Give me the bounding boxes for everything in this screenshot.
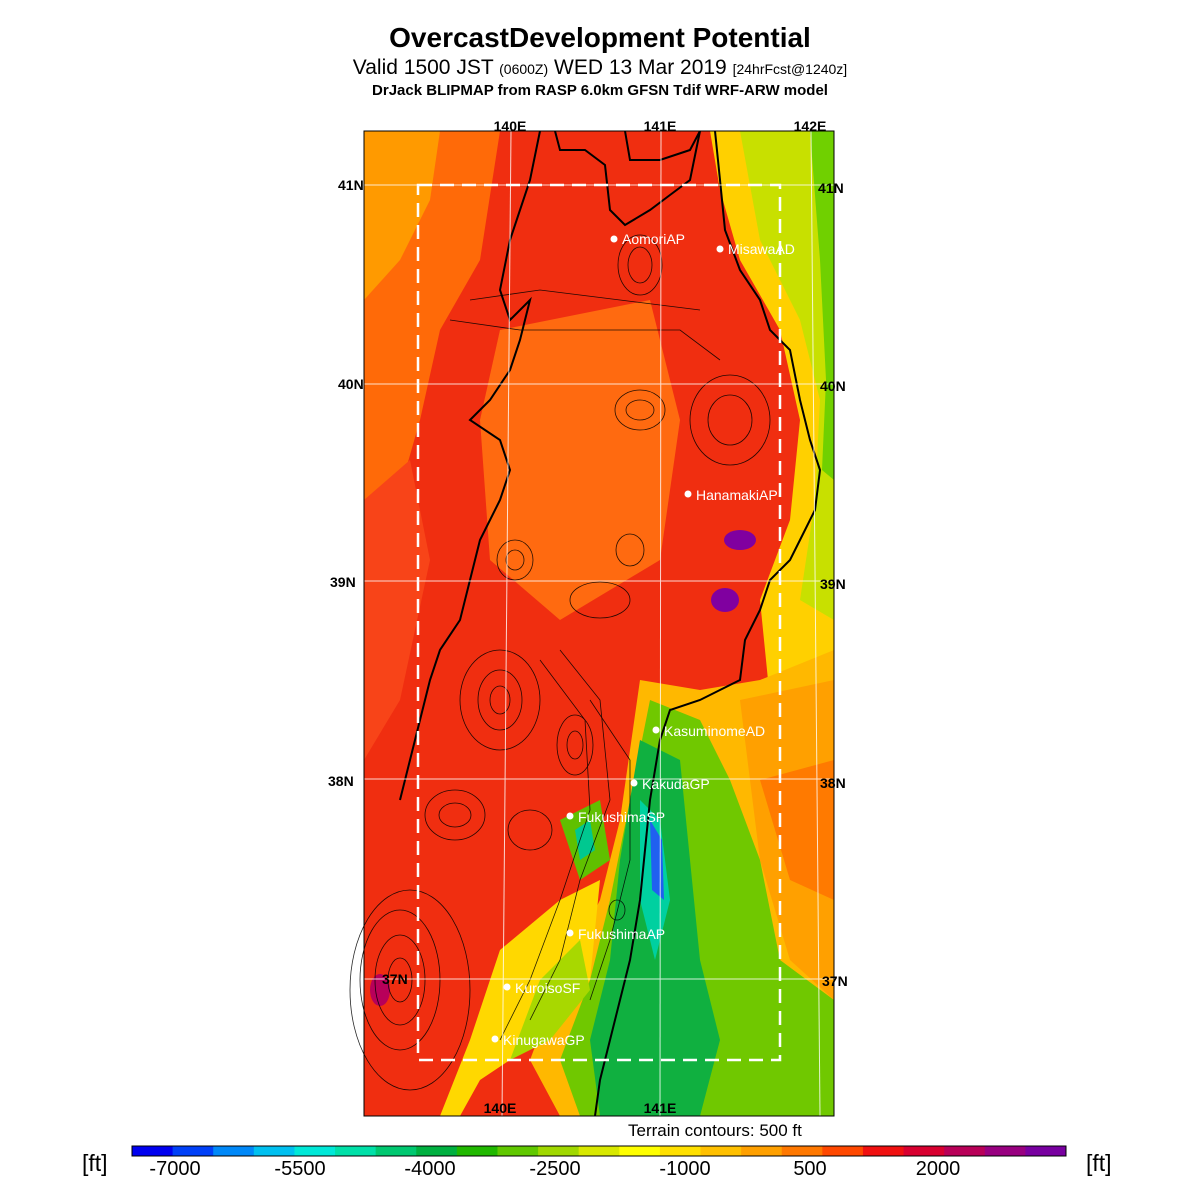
lat-label-39-right: 39N bbox=[820, 576, 846, 592]
valid-time: Valid 1500 JST bbox=[352, 56, 494, 79]
map-title: OvercastDevelopment Potential bbox=[389, 22, 811, 53]
colorbar-swatch bbox=[1025, 1146, 1067, 1156]
station-marker bbox=[491, 1035, 499, 1043]
map-field bbox=[364, 131, 834, 1116]
station-marker bbox=[503, 983, 511, 991]
coastline bbox=[399, 130, 822, 1117]
lat-label-39-left: 39N bbox=[330, 574, 356, 590]
colorbar-swatch bbox=[497, 1146, 539, 1156]
colorbar-swatch bbox=[903, 1146, 945, 1156]
colorbar-swatch bbox=[781, 1146, 823, 1156]
station-marker bbox=[630, 779, 638, 787]
lat-label-37-left: 37N bbox=[382, 971, 408, 987]
colorbar-swatch bbox=[538, 1146, 580, 1156]
station-label: AomoriAP bbox=[622, 231, 685, 247]
station-marker bbox=[566, 929, 574, 937]
lat-label-41-right: 41N bbox=[818, 180, 844, 196]
colorbar-swatch bbox=[172, 1146, 214, 1156]
colorbar-tick-label: -7000 bbox=[149, 1158, 201, 1180]
lat-label-40-right: 40N bbox=[820, 378, 846, 394]
station-label: FukushimaSP bbox=[578, 809, 665, 825]
terrain-note: Terrain contours: 500 ft bbox=[628, 1121, 802, 1140]
colorbar-swatch bbox=[741, 1146, 783, 1156]
colorbar-swatch bbox=[294, 1146, 336, 1156]
colorbar-swatch bbox=[253, 1146, 295, 1156]
lat-label-41-left: 41N bbox=[338, 177, 364, 193]
colorbar-swatch bbox=[132, 1146, 174, 1156]
colorbar-tick-label: 500 bbox=[793, 1158, 827, 1180]
model-line: DrJack BLIPMAP from RASP 6.0km GFSN Tdif… bbox=[372, 82, 828, 99]
terrain-contours bbox=[349, 234, 771, 1091]
colorbar-tick-label: 2000 bbox=[915, 1158, 961, 1180]
lon-label-141-top: 141E bbox=[644, 118, 677, 134]
colorbar-frame bbox=[131, 1145, 1067, 1157]
colorbar-tick-label: -4000 bbox=[404, 1158, 456, 1180]
station-marker bbox=[610, 235, 618, 243]
colorbar-swatch bbox=[822, 1146, 864, 1156]
utc-time: (0600Z) bbox=[499, 61, 549, 77]
colorbar-tick-label: -1000 bbox=[659, 1158, 711, 1180]
station-marker bbox=[716, 245, 724, 253]
lon-label-142-top: 142E bbox=[794, 118, 827, 134]
colorbar-swatch bbox=[984, 1146, 1026, 1156]
valid-date: WED 13 Mar 2019 bbox=[554, 56, 727, 79]
lon-label-141-bottom: 141E bbox=[644, 1100, 677, 1116]
lat-label-37-right: 37N bbox=[822, 973, 848, 989]
station-marker bbox=[652, 726, 660, 734]
inner-domain-box bbox=[416, 183, 782, 1062]
colorbar-swatch bbox=[944, 1146, 986, 1156]
colorbar-swatch bbox=[619, 1146, 661, 1156]
stations: AomoriAP MisawaAD HanamakiAP KasuminomeA… bbox=[491, 231, 795, 1048]
station-marker bbox=[566, 812, 574, 820]
station-label: KakudaGP bbox=[642, 776, 710, 792]
lat-label-38-left: 38N bbox=[328, 773, 354, 789]
colorbar-swatch bbox=[456, 1146, 498, 1156]
station-label: FukushimaAP bbox=[578, 926, 665, 942]
lon-label-140-bottom: 140E bbox=[484, 1100, 517, 1116]
colorbar-unit-right: [ft] bbox=[1086, 1150, 1112, 1176]
station-label: KinugawaGP bbox=[503, 1032, 585, 1048]
colorbar-swatch bbox=[862, 1146, 905, 1156]
station-marker bbox=[684, 490, 692, 498]
colorbar bbox=[131, 1145, 1067, 1157]
lon-label-140-top: 140E bbox=[494, 118, 527, 134]
colorbar-swatch bbox=[213, 1146, 255, 1156]
valid-time-line: Valid 1500 JST (0600Z) WED 13 Mar 2019 [… bbox=[0, 56, 1200, 80]
colorbar-tick-label: -5500 bbox=[274, 1158, 326, 1180]
station-label: MisawaAD bbox=[728, 241, 795, 257]
colorbar-unit-left: [ft] bbox=[82, 1150, 108, 1176]
lat-label-40-left: 40N bbox=[338, 376, 364, 392]
colorbar-swatch bbox=[416, 1146, 458, 1156]
map-frame bbox=[363, 130, 835, 1117]
lat-label-38-right: 38N bbox=[820, 775, 846, 791]
colorbar-tick-label: -2500 bbox=[529, 1158, 581, 1180]
colorbar-swatch bbox=[659, 1146, 702, 1156]
station-label: HanamakiAP bbox=[696, 487, 778, 503]
colorbar-swatch bbox=[335, 1146, 377, 1156]
station-label: KasuminomeAD bbox=[664, 723, 765, 739]
colorbar-swatch bbox=[578, 1146, 620, 1156]
forecast-info: [24hrFcst@1240z] bbox=[732, 61, 848, 77]
colorbar-swatch bbox=[700, 1146, 742, 1156]
station-label: KuroisoSF bbox=[515, 980, 580, 996]
colorbar-swatch bbox=[375, 1146, 417, 1156]
